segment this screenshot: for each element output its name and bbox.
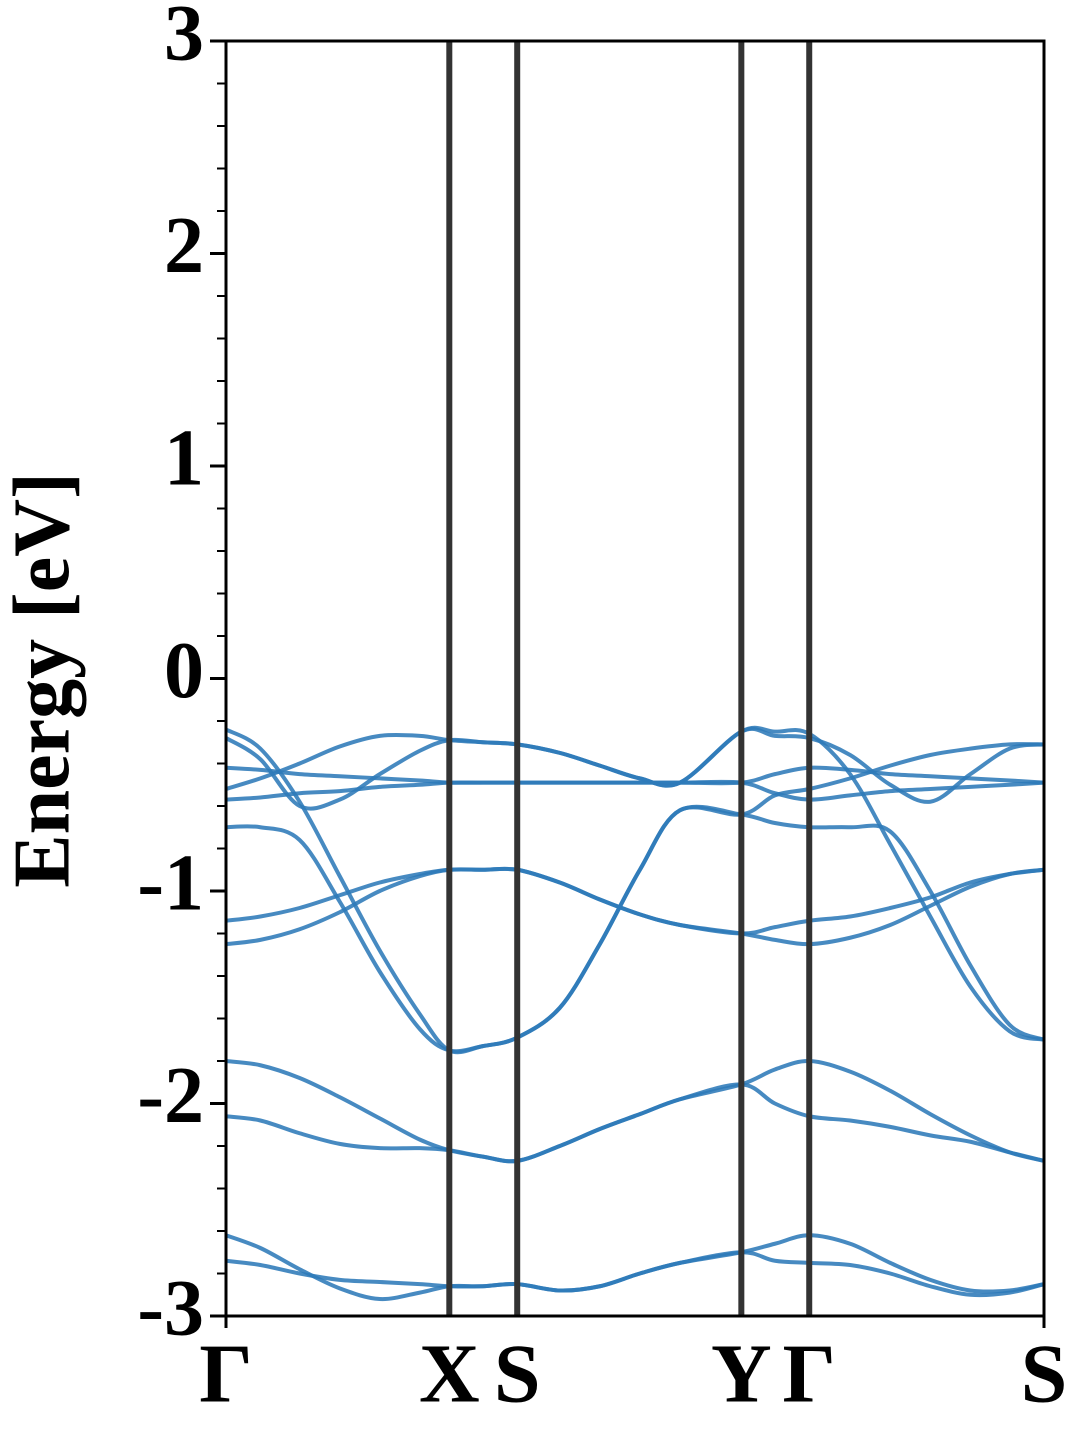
x-tick-label: S bbox=[494, 1327, 541, 1420]
band-line bbox=[224, 726, 1045, 811]
band-line bbox=[225, 1233, 1045, 1302]
y-axis-label: Energy [eV] bbox=[0, 472, 86, 887]
x-tick-label: X bbox=[419, 1327, 480, 1420]
y-tick-label: -1 bbox=[137, 839, 204, 927]
band-line bbox=[225, 804, 1045, 1054]
x-tick-label: Y bbox=[711, 1327, 772, 1420]
band-line bbox=[225, 727, 1045, 1055]
plot-frame bbox=[224, 39, 1046, 1318]
x-tick-label: Γ bbox=[199, 1327, 252, 1420]
band-line bbox=[225, 1082, 1045, 1164]
y-tick-label: -3 bbox=[137, 1264, 204, 1352]
band-line bbox=[225, 1250, 1045, 1298]
x-tick-label: Γ bbox=[783, 1327, 836, 1420]
y-tick-label: -2 bbox=[137, 1052, 204, 1140]
x-tick-label: S bbox=[1021, 1327, 1068, 1420]
y-tick-label: 0 bbox=[164, 627, 204, 715]
y-tick-label: 3 bbox=[164, 0, 204, 77]
y-tick-label: 1 bbox=[164, 414, 204, 502]
y-tick-label: 2 bbox=[164, 202, 204, 290]
band-line bbox=[225, 765, 1045, 802]
